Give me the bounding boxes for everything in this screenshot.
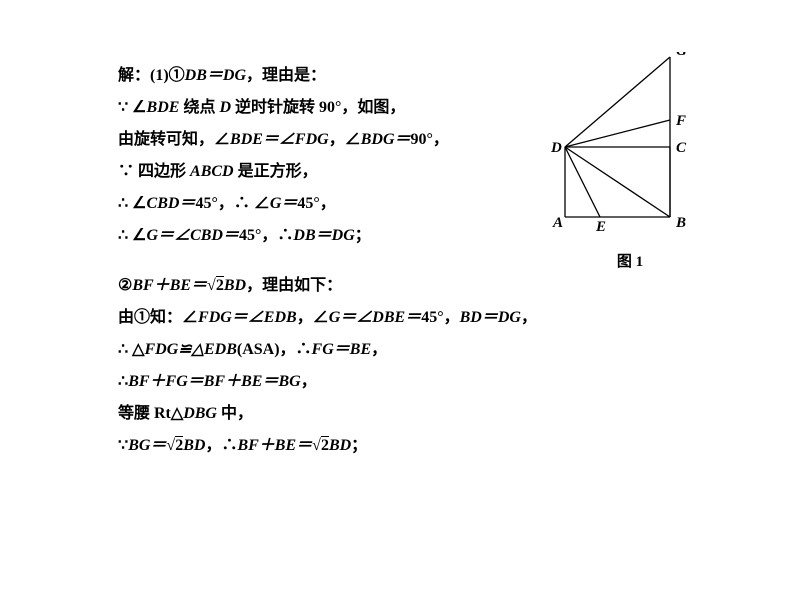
figure-1: A B C D E F G 图 1 — [545, 52, 715, 271]
svg-text:E: E — [595, 219, 606, 235]
svg-text:C: C — [676, 140, 687, 156]
svg-text:D: D — [550, 140, 562, 156]
line-4: ∵ 四边形 ABCD 是正方形， — [118, 156, 538, 188]
svg-text:A: A — [552, 215, 563, 231]
svg-text:B: B — [675, 215, 686, 231]
line-12: ∵BG＝√2BD，∴BF＋BE＝√2BD； — [118, 430, 538, 462]
line-10: ∴BF＋FG＝BF＋BE＝BG， — [118, 366, 538, 398]
solution-text: 解：(1)①DB＝DG，理由是： ∵ ∠BDE 绕点 D 逆时针旋转 90°，如… — [118, 60, 538, 462]
line-8: 由①知：∠FDG＝∠EDB，∠G＝∠DBE＝45°，BD＝DG， — [118, 302, 538, 334]
line-7: ②BF＋BE＝√2BD，理由如下： — [118, 270, 538, 302]
line-3: 由旋转可知，∠BDE＝∠FDG，∠BDG＝90°， — [118, 124, 538, 156]
line-5: ∴ ∠CBD＝45°，∴ ∠G＝45°， — [118, 188, 538, 220]
line-11: 等腰 Rt△DBG 中， — [118, 398, 538, 430]
geometry-diagram: A B C D E F G — [545, 52, 695, 237]
line-1: 解：(1)①DB＝DG，理由是： — [118, 60, 538, 92]
svg-text:F: F — [675, 113, 686, 129]
line-2: ∵ ∠BDE 绕点 D 逆时针旋转 90°，如图， — [118, 92, 538, 124]
svg-text:G: G — [676, 52, 687, 59]
line-9: ∴ △FDG≌△EDB(ASA)，∴FG＝BE， — [118, 334, 538, 366]
line-6: ∴ ∠G＝∠CBD＝45°，∴DB＝DG； — [118, 220, 538, 252]
figure-caption: 图 1 — [545, 250, 715, 271]
